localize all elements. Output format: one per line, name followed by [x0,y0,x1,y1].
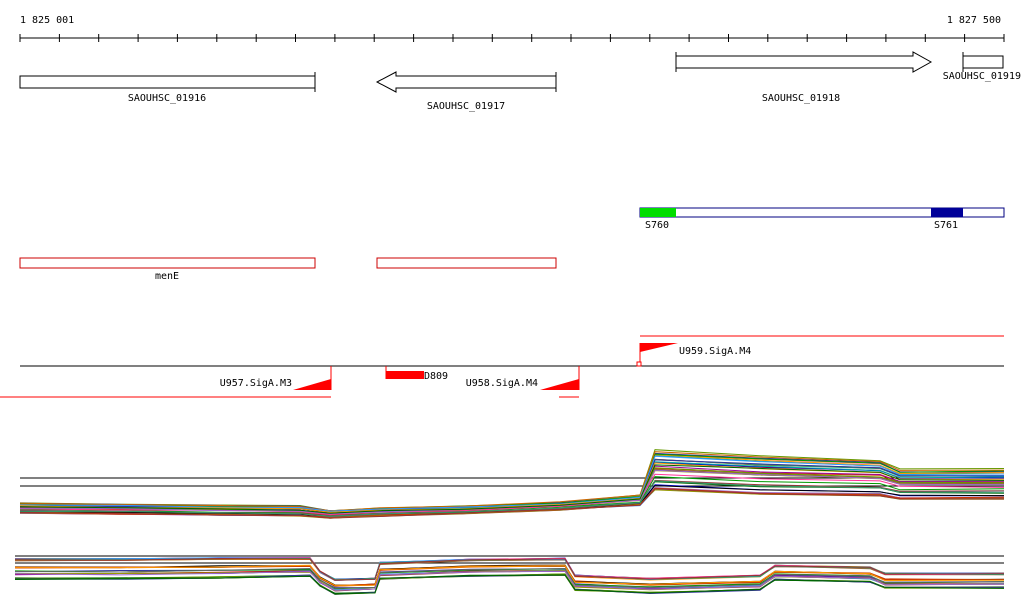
promoter-label: U959.SigA.M4 [679,346,751,357]
ruler-ticks [19,34,1005,42]
ruler-end-label: 1 827 500 [947,15,1001,26]
gene-box [19,75,316,89]
gene-saouhsc-01918[interactable]: SAOUHSC_01918 [675,51,933,104]
promoter-d809[interactable]: D809 [385,366,448,382]
expression-line [19,454,1005,512]
coordinate-ruler: 1 825 001 1 827 500 [19,15,1005,42]
expression-line [14,574,1005,595]
expression-profile-lines [19,449,1005,519]
feature-mene[interactable]: menE [19,257,316,282]
promoter-block [386,371,424,379]
promoter-tss-marker [636,361,642,367]
segment-s760[interactable] [640,208,676,217]
expression-line [19,451,1005,512]
gene-label: SAOUHSC_01917 [427,101,505,112]
feature-box-unlabeled[interactable] [376,257,557,269]
expression-track-bottom [14,555,1005,595]
expression-line [14,570,1005,591]
gene-arrow-minus [375,71,557,93]
gene-track: SAOUHSC_01916 SAOUHSC_01917 SAOUHSC_0191… [19,51,1021,112]
promoter-u959[interactable]: U959.SigA.M4 [636,335,1004,367]
promoter-label: U957.SigA.M3 [220,378,292,389]
ruler-start-label: 1 825 001 [20,15,74,26]
expression-line [14,557,1005,581]
expression-line [15,564,1005,586]
expression-line [19,455,1005,512]
expression-line [19,453,1005,512]
gene-label: SAOUHSC_01916 [128,93,206,104]
gene-saouhsc-01916[interactable]: SAOUHSC_01916 [19,72,316,104]
gene-saouhsc-01919[interactable]: SAOUHSC_01919 [943,52,1021,82]
expression-line [19,488,1004,519]
gene-box [962,55,1004,69]
segment-s761[interactable] [931,208,963,217]
segment-track: S760 S761 [639,207,1005,231]
promoter-flag [293,379,331,390]
gene-saouhsc-01917[interactable]: SAOUHSC_01917 [375,71,557,112]
promoter-u957[interactable]: U957.SigA.M3 [0,366,332,398]
gene-label: SAOUHSC_01918 [762,93,840,104]
feature-box [19,257,316,269]
promoter-u958[interactable]: U958.SigA.M4 [466,366,580,398]
gene-arrow-plus [675,51,933,73]
gene-label: SAOUHSC_01919 [943,71,1021,82]
promoter-flag [640,343,678,352]
expression-profile-lines [14,557,1005,595]
promoter-label: D809 [424,371,448,382]
segment-label-s761: S761 [934,220,958,231]
expression-line [19,480,1005,517]
promoter-flag [540,379,579,390]
feature-track: menE [19,257,557,282]
feature-label: menE [155,271,179,282]
segment-label-s760: S760 [645,220,669,231]
expression-line [19,464,1005,514]
expression-track-top [19,449,1005,519]
promoter-label: U958.SigA.M4 [466,378,538,389]
promoter-track: U959.SigA.M4 U957.SigA.M3 D809 U958.SigA… [0,335,1004,398]
expression-line [14,567,1005,589]
